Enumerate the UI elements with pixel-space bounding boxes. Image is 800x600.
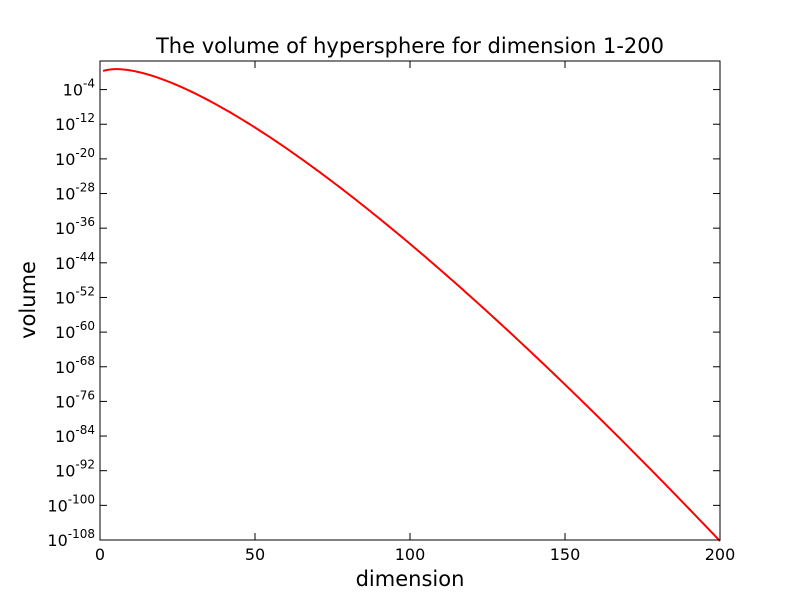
- plot-frame: [99, 60, 721, 541]
- series-line-0: [102, 68, 721, 542]
- x-tick-label: 100: [395, 545, 426, 564]
- y-tick-label: 10-28: [55, 181, 95, 204]
- x-tick-label: 0: [95, 545, 105, 564]
- y-tick-label: 10-36: [55, 215, 95, 238]
- y-tick-label: 10-4: [63, 77, 95, 100]
- y-tick-label: 10-76: [55, 388, 95, 411]
- x-axis-label: dimension: [356, 567, 465, 591]
- x-tick-label: 150: [550, 545, 581, 564]
- y-axis-label: volume: [16, 261, 40, 339]
- y-tick-label: 10-108: [47, 527, 95, 550]
- chart-title: The volume of hypersphere for dimension …: [155, 34, 664, 58]
- y-tick-label: 10-20: [55, 146, 95, 169]
- y-tick-label: 10-84: [55, 423, 95, 446]
- y-tick-label: 10-52: [55, 284, 95, 307]
- plot-area: 0 50 100 150 200 10-4 10-12 10-20 10-28 10-36 10-4…: [47, 60, 736, 564]
- x-tick-label: 200: [705, 545, 736, 564]
- y-tick-label: 10-12: [55, 111, 95, 134]
- y-tick-label: 10-68: [55, 354, 95, 377]
- y-tick-label: 10-60: [55, 319, 95, 342]
- y-tick-label: 10-44: [55, 250, 95, 273]
- x-tick-label: 50: [245, 545, 265, 564]
- y-tick-label: 10-100: [47, 492, 95, 515]
- y-tick-label: 10-92: [55, 458, 95, 481]
